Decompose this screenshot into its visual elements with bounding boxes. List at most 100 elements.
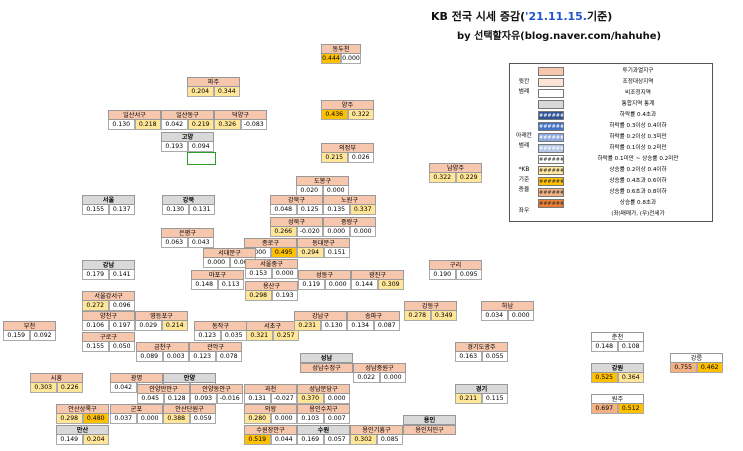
sale-change: 0.322 [429,173,456,183]
sale-change: 0.155 [82,342,109,352]
sale-change: 0.211 [455,394,482,404]
region-name: 구리 [429,260,482,270]
region-values: 0.303 0.226 [30,383,83,393]
legend-swatch [538,100,564,109]
region-name: 성남분당구 [297,384,350,394]
region-block: 종로구 0.000 0.495 [244,238,297,258]
jeonse-change: 0.059 [189,414,216,424]
region-name: 군포 [110,404,163,414]
region-name: 광진구 [351,270,404,280]
region-values: 0.106 0.197 [82,321,135,331]
legend-item: ###### 하락률 0.2이상 0.3미만 [510,132,712,143]
region-values: 0.034 0.000 [481,311,534,321]
region-block: 고양 0.193 0.094 [161,132,214,152]
sale-change: 0.697 [591,404,618,414]
jeonse-change: 0.000 [379,373,406,383]
region-name: 의왕 [244,404,297,414]
legend-swatch: ###### [538,177,564,186]
region-block: 송파구 0.134 0.087 [347,311,400,331]
region-values: 0.190 0.095 [429,270,482,280]
legend-swatch: ###### [538,199,564,208]
legend-label: 하락률 0.2이상 0.3미만 [609,134,667,140]
jeonse-change: 0.204 [82,435,109,445]
region-name: 동두천 [321,44,361,54]
region-name: 강북 [162,195,215,205]
sale-change: 0.000 [323,227,350,237]
region-name: 용인 [403,415,456,425]
region-name: 안양만안구 [137,384,190,394]
region-block: 성남수정구 [300,363,353,373]
region-name: 송파구 [347,311,400,321]
jeonse-change: 0.108 [617,342,644,352]
region-name: 남양주 [429,163,482,173]
legend-item: ###### 하락률 0.1이상 0.2미만 [510,143,712,154]
region-values: 0.322 0.229 [429,173,482,183]
legend-swatch: ###### [538,166,564,175]
region-values: 0.131 -0.027 [244,394,297,404]
region-block: 안산단원구 0.388 0.059 [163,404,216,424]
jeonse-change: 0.007 [323,414,350,424]
region-values: 0.525 0.364 [591,373,644,383]
jeonse-change: 0.085 [376,435,403,445]
sale-change: 0.169 [297,435,324,445]
jeonse-change: 0.115 [481,394,508,404]
region-values: 0.089 0.003 [136,352,189,362]
legend-swatch: ###### [538,133,564,142]
region-block: 강남구 0.231 0.130 [294,311,347,331]
legend-item: ###### 하락률 0.1미만 ~ 상승률 0.2미만 [510,154,712,165]
sale-change: 0.278 [404,311,431,321]
region-block: 수원장안구 0.519 0.044 [244,425,297,445]
region-name: 시흥 [30,373,83,383]
region-name: 용산구 [245,281,298,291]
sale-change: 0.388 [163,414,190,424]
sale-change: 0.525 [591,373,618,383]
region-name: 용인수지구 [297,404,350,414]
legend-group-label-mid-2: 범례 [518,143,530,149]
region-name: 영등포구 [135,311,188,321]
sale-change: 0.370 [297,394,324,404]
legend-swatch: ###### [538,144,564,153]
region-block: 동대문구 0.294 0.151 [297,238,350,258]
sale-change: 0.755 [670,363,697,373]
region-block: 성동구 0.119 0.000 [298,270,351,290]
region-name: 일산서구 [108,110,161,120]
region-values: 0.519 0.044 [244,435,297,445]
region-name: 서초구 [246,321,299,331]
jeonse-change: 0.257 [272,331,299,341]
jeonse-change: 0.094 [187,142,214,152]
jeonse-change: 0.050 [108,342,135,352]
selected-cell-outline [187,152,216,165]
region-name: 성남수정구 [300,363,353,373]
sale-change: 0.037 [110,414,137,424]
region-block: 구리 0.190 0.095 [429,260,482,280]
sale-change: 0.272 [82,301,109,311]
sale-change: 0.215 [321,153,348,163]
sale-change: 0.135 [323,205,350,215]
jeonse-change: 0.193 [271,291,298,301]
legend-item: 통합지역 통계 [510,99,712,110]
region-block: 서울중구 0.153 0.000 [245,259,298,279]
region-values: 0.130 0.131 [162,205,215,215]
region-block: 하남 0.034 0.000 [481,301,534,321]
sale-change: 0.444 [321,54,341,64]
legend-group-label-mid-1: 아래칸 [516,133,532,139]
legend-label: 상승률 0.2이상 0.4이하 [609,167,667,173]
sale-change: 0.022 [353,373,380,383]
sale-change: 0.134 [347,321,374,331]
region-name: 강원 [591,363,644,373]
region-block: 관악구 0.123 0.078 [189,342,242,362]
region-values: 0.155 0.050 [82,342,135,352]
jeonse-change: -0.083 [240,120,267,130]
sale-change: 0.093 [190,394,217,404]
jeonse-change: 0.000 [323,394,350,404]
legend-label: 하락률 0.1미만 ~ 상승률 0.2미만 [597,156,679,162]
legend-swatch [538,210,564,219]
title-date: '21.11.15. [525,10,587,23]
sale-change: 0.089 [136,352,163,362]
region-name: 양주 [321,100,374,110]
sale-change: 0.519 [244,435,271,445]
region-block: 파주 0.204 0.344 [187,77,240,97]
sale-change: 0.131 [244,394,271,404]
sale-change: 0.280 [244,414,271,424]
region-block: 경기도광주 0.163 0.055 [455,342,508,362]
